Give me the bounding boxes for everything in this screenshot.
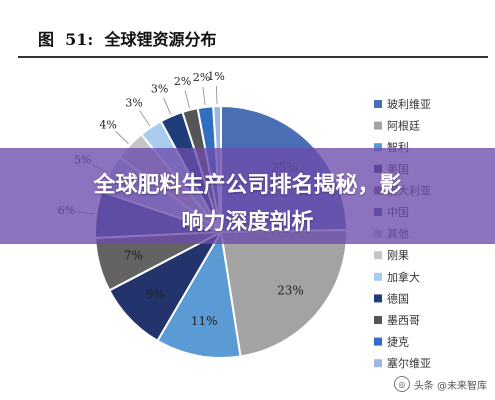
watermark-text: 头条 @未来智库 <box>413 380 487 392</box>
watermark: ◎ 头条 @未来智库 <box>393 376 487 392</box>
data-label-7: 4% <box>99 118 116 131</box>
legend-label-12: 塞尔维亚 <box>387 356 431 370</box>
legend-swatch-7 <box>374 251 382 260</box>
data-label-8: 3% <box>125 97 142 110</box>
legend-swatch-2 <box>374 143 382 152</box>
pie-slice-2 <box>156 229 242 359</box>
watermark-icon: ◎ <box>393 376 410 392</box>
legend-label-11: 捷克 <box>387 335 409 349</box>
data-label-10: 2% <box>174 75 191 88</box>
figure-number: 51: <box>65 30 94 49</box>
legend-swatch-9 <box>374 294 382 303</box>
legend-label-9: 德国 <box>387 291 409 305</box>
leader-line-12 <box>216 86 218 105</box>
title-rule <box>18 56 488 58</box>
legend-swatch-8 <box>374 272 382 281</box>
leader-line-10 <box>184 90 190 109</box>
legend-swatch-11 <box>374 337 382 346</box>
legend-label-8: 加拿大 <box>387 270 420 284</box>
leader-line-9 <box>163 97 171 115</box>
figure-title-text: 全球锂资源分布 <box>104 30 217 49</box>
legend-swatch-0 <box>374 100 382 108</box>
data-label-4: 7% <box>124 249 143 263</box>
leader-line-7 <box>115 130 129 144</box>
leader-line-11 <box>202 87 206 106</box>
legend-swatch-10 <box>374 316 382 324</box>
data-label-9: 3% <box>151 83 168 96</box>
legend-label-0: 玻利维亚 <box>387 98 431 111</box>
legend-swatch-1 <box>374 121 382 130</box>
leader-line-8 <box>139 110 151 126</box>
legend-label-1: 阿根廷 <box>387 119 420 133</box>
figure-title: 图 51: 全球锂资源分布 <box>38 26 216 50</box>
legend-label-10: 墨西哥 <box>387 314 420 327</box>
pie-slice-1 <box>219 229 348 358</box>
banner-line-1: 全球肥料生产公司排名揭秘，影 <box>93 173 402 198</box>
data-label-3: 9% <box>146 288 165 302</box>
data-label-12: 1% <box>207 70 224 83</box>
data-label-1: 23% <box>277 283 304 297</box>
legend-swatch-12 <box>374 359 382 368</box>
headline-banner <box>0 148 495 244</box>
data-label-11: 2% <box>193 71 210 84</box>
figure-title-prefix: 图 <box>38 30 55 49</box>
legend-label-7: 刚果 <box>387 249 409 262</box>
banner-line-2: 响力深度剖析 <box>181 210 314 235</box>
data-label-2: 11% <box>191 314 218 328</box>
